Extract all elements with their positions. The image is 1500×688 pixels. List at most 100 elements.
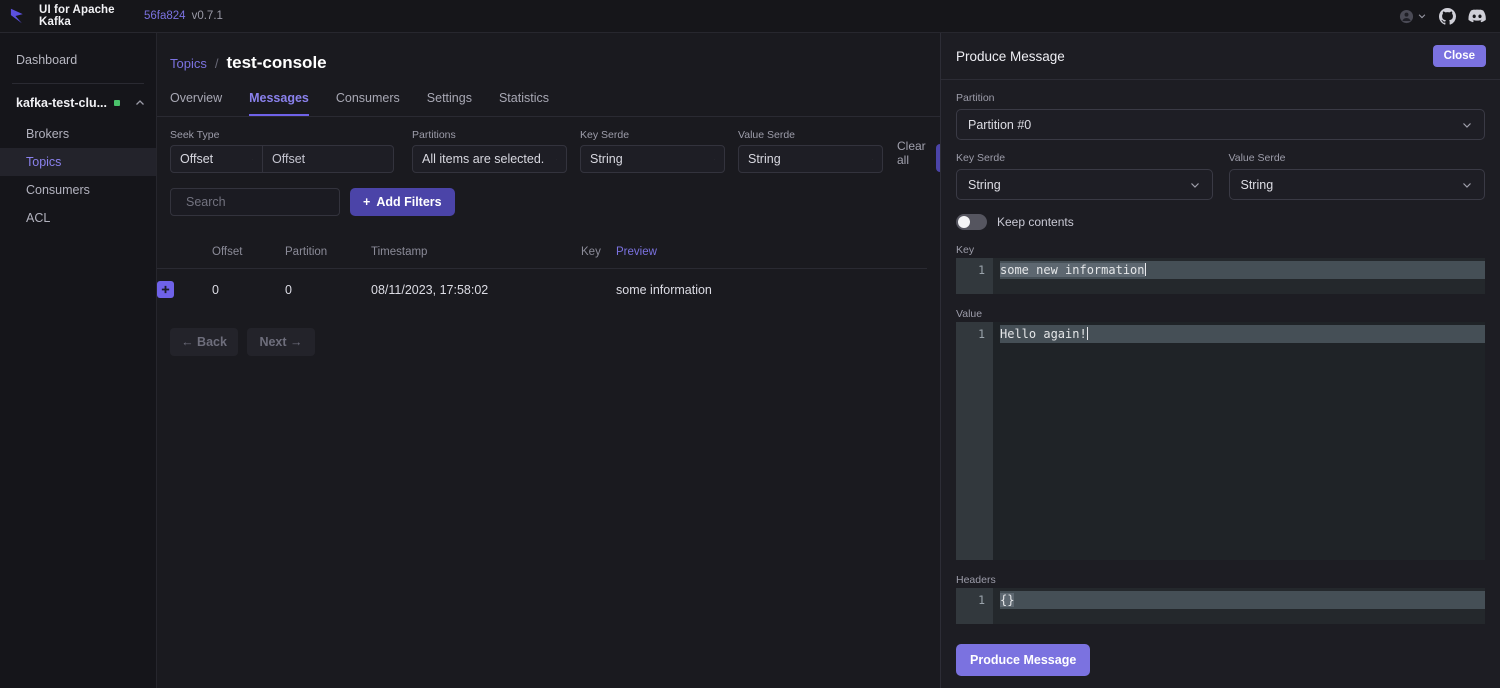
value-serde-label: Value Serde [738, 129, 796, 141]
seek-offset-input[interactable]: Offset [263, 145, 394, 173]
messages-table: Offset Partition Timestamp Key Preview [157, 246, 927, 310]
value-editor-line: Hello again! [1000, 325, 1485, 343]
partitions-value: All items are selected. [422, 152, 545, 166]
clear-all-link[interactable]: Clear all [897, 139, 926, 167]
headers-editor-line: {} [1000, 591, 1485, 609]
col-partition[interactable]: Partition [285, 246, 371, 269]
search-row: + Add Filters [157, 173, 940, 216]
keep-contents-row: Keep contents [956, 214, 1485, 230]
chevron-down-icon [714, 158, 715, 160]
seek-group: Offset Offset [170, 145, 394, 173]
headers-editor-code[interactable]: {} [993, 588, 1485, 624]
expand-plus-icon[interactable] [157, 281, 174, 298]
chevron-down-icon [1463, 122, 1471, 128]
sidebar-item-topics[interactable]: Topics [0, 148, 156, 176]
produce-message-button[interactable]: Produce Message [956, 644, 1091, 676]
message-filters: Seek Type Offset Offset Partitions [157, 117, 940, 173]
page-title: test-console [226, 53, 327, 72]
headers-editor-text: {} [1000, 593, 1015, 607]
value-editor-code[interactable]: Hello again! [993, 322, 1485, 560]
seek-type-value: Offset [180, 152, 214, 166]
col-key[interactable]: Key [581, 246, 616, 269]
table-row[interactable]: 0 0 08/11/2023, 17:58:02 some informatio… [157, 269, 927, 311]
tab-settings[interactable]: Settings [426, 91, 472, 105]
partitions-select[interactable]: All items are selected. [412, 145, 567, 173]
partition-label: Partition [956, 92, 995, 104]
add-filters-button[interactable]: + Add Filters [350, 188, 455, 216]
brand[interactable]: UI for Apache Kafka [0, 4, 140, 28]
key-editor-line: some new information [1000, 261, 1485, 279]
github-icon [1439, 7, 1456, 25]
add-filters-label: Add Filters [376, 195, 442, 209]
col-preview[interactable]: Preview [616, 246, 927, 269]
chevron-up-icon[interactable] [134, 97, 146, 109]
partition-select[interactable]: Partition #0 [956, 109, 1485, 140]
back-button[interactable]: ← Back [170, 328, 238, 356]
key-serde-select[interactable]: String [580, 145, 725, 173]
submit-button[interactable]: Submit [935, 144, 940, 172]
value-serde-value: String [748, 152, 781, 166]
panel-key-serde-select[interactable]: String [956, 169, 1213, 200]
seek-type-select[interactable]: Offset [170, 145, 263, 173]
headers-editor[interactable]: 1 {} [956, 588, 1485, 624]
search-input[interactable] [186, 195, 347, 209]
messages-table-body: 0 0 08/11/2023, 17:58:02 some informatio… [157, 269, 927, 311]
sidebar-item-consumers[interactable]: Consumers [26, 183, 90, 197]
sidebar-item-brokers[interactable]: Brokers [26, 127, 70, 141]
panel-key-serde-label: Key Serde [956, 152, 1006, 164]
value-serde-select[interactable]: String [738, 145, 883, 173]
serde-row: Key Serde String Value Serde String [956, 152, 1485, 200]
tab-messages[interactable]: Messages [249, 91, 309, 116]
close-button[interactable]: Close [1432, 45, 1486, 67]
partition-value: Partition #0 [968, 117, 1032, 132]
col-timestamp[interactable]: Timestamp [371, 246, 581, 269]
chevron-down-icon [872, 158, 873, 160]
sidebar-divider [12, 83, 144, 84]
discord-link[interactable] [1468, 9, 1486, 23]
value-serde-field: Value Serde String [738, 129, 883, 173]
sidebar-item-acl[interactable]: ACL [26, 211, 51, 225]
sidebar-cluster-row[interactable]: kafka-test-clu... [0, 92, 156, 114]
headers-editor-label: Headers [956, 574, 996, 586]
text-caret [1144, 263, 1146, 276]
key-serde-label: Key Serde [580, 129, 630, 141]
chevron-down-icon [252, 158, 253, 160]
panel-header: Produce Message Close [941, 33, 1500, 80]
tab-statistics[interactable]: Statistics [498, 91, 549, 105]
topbar-actions [1399, 7, 1500, 25]
tab-overview[interactable]: Overview [170, 91, 223, 105]
messages-table-head: Offset Partition Timestamp Key Preview [157, 246, 927, 269]
value-editor-gutter: 1 [956, 322, 993, 560]
tab-consumers[interactable]: Consumers [335, 91, 400, 105]
key-editor[interactable]: 1 some new information [956, 258, 1485, 294]
text-caret [1086, 327, 1088, 340]
value-editor[interactable]: 1 Hello again! [956, 322, 1485, 560]
seek-type-label: Seek Type [170, 129, 220, 141]
sidebar-item-dashboard[interactable]: Dashboard [16, 53, 78, 67]
panel-value-serde-value: String [1240, 177, 1274, 192]
panel-key-serde-value: String [968, 177, 1001, 192]
row-offset: 0 [212, 282, 219, 297]
value-editor-text: Hello again! [1000, 327, 1087, 341]
search-box[interactable] [170, 188, 347, 216]
key-editor-code[interactable]: some new information [993, 258, 1485, 294]
commit-hash: 56fa824 [144, 10, 186, 22]
user-menu-button[interactable] [1399, 9, 1427, 24]
brand-name: UI for Apache Kafka [39, 4, 115, 28]
col-offset[interactable]: Offset [212, 246, 285, 269]
user-circle-icon [1399, 9, 1414, 23]
sidebar-nav: Brokers Topics Consumers ACL [0, 120, 156, 232]
sidebar: Dashboard kafka-test-clu... Brokers Topi… [0, 33, 157, 688]
row-key [581, 269, 616, 311]
chevron-down-icon [556, 158, 557, 160]
plus-icon: + [363, 195, 371, 209]
keep-contents-toggle[interactable] [956, 214, 987, 230]
row-preview: some information [616, 282, 712, 297]
key-editor-gutter: 1 [956, 258, 993, 294]
panel-value-serde-select[interactable]: String [1228, 169, 1485, 200]
topic-tabs: Overview Messages Consumers Settings Sta… [157, 91, 940, 117]
next-button[interactable]: Next → [247, 328, 315, 356]
seek-offset-value: Offset [272, 152, 306, 166]
github-link[interactable] [1439, 7, 1456, 25]
breadcrumb-topics-link[interactable]: Topics [170, 56, 207, 71]
